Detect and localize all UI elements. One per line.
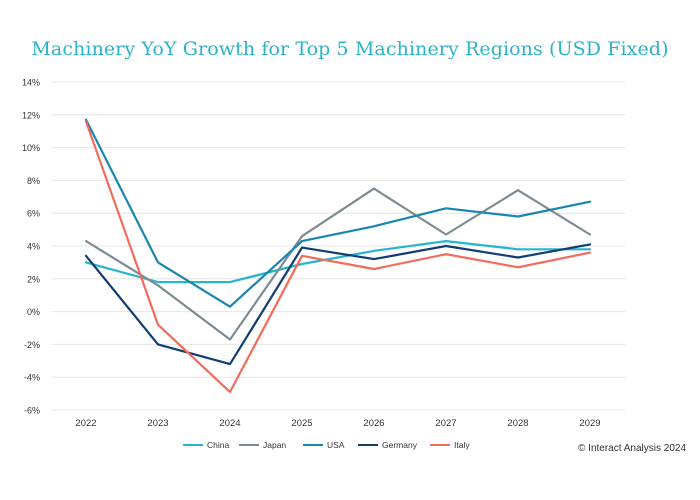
y-tick-label: 0% <box>27 307 40 317</box>
legend-item-china: China <box>183 440 229 450</box>
y-tick-label: 2% <box>27 274 40 284</box>
y-tick-label: 14% <box>22 78 40 88</box>
x-axis-ticks: 2022 2023 2024 2025 2026 2027 2028 2029 <box>75 418 600 429</box>
y-tick-label: 4% <box>27 242 40 252</box>
series-line-usa <box>84 118 592 308</box>
legend: China Japan USA Germany Italy <box>183 440 470 450</box>
series-line-germany <box>84 243 592 366</box>
x-tick-label: 2024 <box>219 418 240 429</box>
y-tick-label: 6% <box>27 209 40 219</box>
legend-label: USA <box>327 440 345 450</box>
legend-label: Japan <box>263 440 286 450</box>
chart-title: Machinery YoY Growth for Top 5 Machinery… <box>31 38 669 60</box>
series-line-china <box>84 240 592 284</box>
x-tick-label: 2023 <box>147 418 168 429</box>
x-tick-label: 2022 <box>75 418 96 429</box>
y-tick-label: -2% <box>24 340 40 350</box>
y-tick-label: 10% <box>22 143 40 153</box>
y-axis-ticks: -6% -4% -2% 0% 2% 4% 6% 8% 10% 12% 14% <box>22 78 40 416</box>
legend-item-italy: Italy <box>430 440 470 450</box>
legend-label: Italy <box>454 440 470 450</box>
legend-item-usa: USA <box>303 440 345 450</box>
y-tick-label: 8% <box>27 176 40 186</box>
grid-lines <box>52 81 625 411</box>
x-tick-label: 2028 <box>507 418 528 429</box>
legend-item-germany: Germany <box>358 440 418 450</box>
x-tick-label: 2029 <box>579 418 600 429</box>
x-tick-label: 2025 <box>291 418 312 429</box>
y-tick-label: -6% <box>24 406 40 416</box>
legend-label: China <box>207 440 229 450</box>
x-tick-label: 2026 <box>363 418 384 429</box>
series-lines <box>84 118 592 394</box>
x-tick-label: 2027 <box>435 418 456 429</box>
series-line-italy <box>84 120 592 394</box>
legend-item-japan: Japan <box>239 440 286 450</box>
legend-label: Germany <box>382 440 418 450</box>
series-line-japan <box>84 187 592 341</box>
y-tick-label: 12% <box>22 110 40 120</box>
y-tick-label: -4% <box>24 373 40 383</box>
credit-text: © Interact Analysis 2024 <box>578 443 686 454</box>
